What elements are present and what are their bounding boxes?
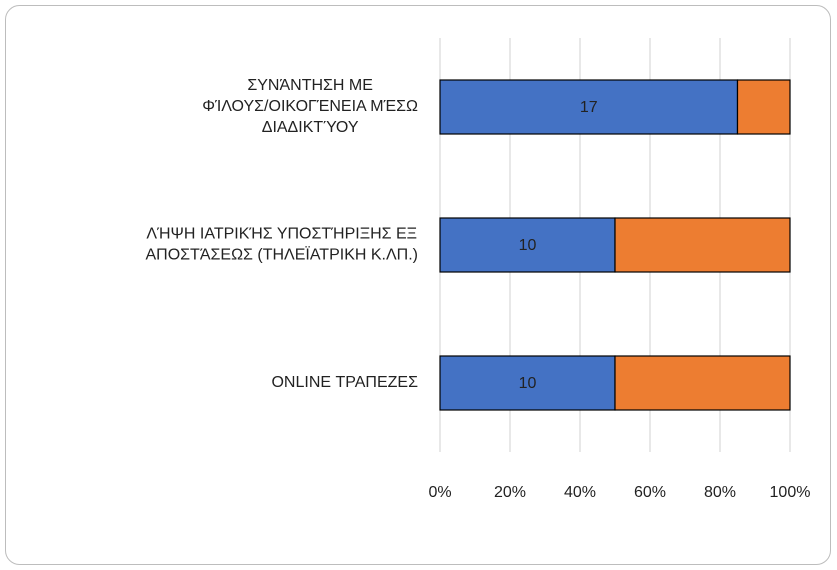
chart-frame bbox=[5, 5, 831, 565]
x-tick-label: 100% bbox=[770, 484, 811, 501]
y-tick-label: ONLINE ΤΡΑΠΕΖΕΣ bbox=[271, 374, 418, 391]
bar-segment bbox=[439, 355, 616, 411]
bar-segment bbox=[736, 79, 791, 135]
bar-segment bbox=[614, 355, 791, 411]
x-tick-label: 0% bbox=[428, 484, 451, 501]
data-label: 10 bbox=[519, 237, 537, 254]
x-tick-label: 80% bbox=[704, 484, 736, 501]
data-label: 10 bbox=[519, 375, 537, 392]
x-tick-label: 40% bbox=[564, 484, 596, 501]
data-label: 17 bbox=[580, 99, 598, 116]
x-tick-label: 60% bbox=[634, 484, 666, 501]
x-tick-label: 20% bbox=[494, 484, 526, 501]
bar-segment bbox=[614, 217, 791, 273]
y-tick-label: ΣΥΝΆΝΤΗΣΗ ΜΕ ΦΊΛΟΥΣ/ΟΙΚΟΓΈΝΕΙΑ ΜΈΣΩ ΔΙΑΔΙΚ… bbox=[202, 77, 418, 136]
bar-segment bbox=[439, 217, 616, 273]
y-tick-label: ΛΉΨΗ ΙΑΤΡΙΚΉΣ ΥΠΟΣΤΉΡΙΞΗΣ ΕΞ ΑΠΟΣΤΆΣΕΩΣ (… bbox=[145, 226, 418, 264]
